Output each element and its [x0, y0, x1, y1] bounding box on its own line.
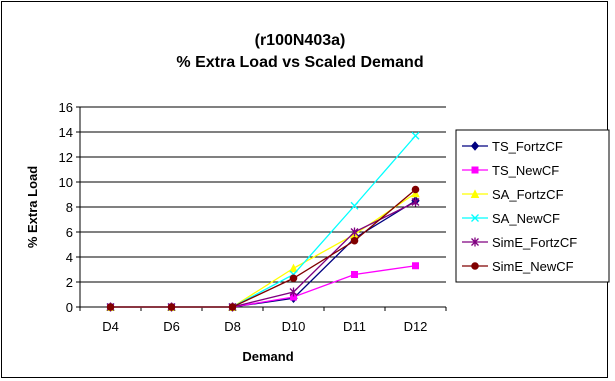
series-line [110, 265, 416, 308]
y-tick-label: 10 [59, 175, 73, 190]
y-tick-label: 2 [66, 275, 73, 290]
series-line [110, 135, 416, 308]
data-point [350, 201, 359, 210]
data-point [350, 227, 359, 237]
data-point [471, 262, 479, 270]
data-point [412, 262, 419, 270]
data-point [289, 287, 298, 297]
legend: TS_FortzCF TS_NewCF SA_FortzCF SA_NewCF SimE… [455, 129, 610, 283]
legend-label: SA_FortzCF [492, 187, 564, 202]
y-tick-label: 14 [59, 125, 73, 140]
data-point [228, 303, 237, 311]
data-point [106, 303, 115, 311]
y-axis-title: % Extra Load [25, 166, 40, 248]
data-point [351, 271, 358, 278]
legend-label: SimE_FortzCF [492, 235, 577, 250]
y-tick-label: 12 [59, 150, 73, 165]
data-point [471, 166, 479, 174]
x-tick-label: D8 [224, 319, 241, 334]
legend-label: TS_NewCF [492, 163, 559, 178]
y-tick-label: 16 [59, 100, 73, 115]
legend-label: SimE_NewCF [492, 259, 574, 274]
x-tick-label: D11 [343, 319, 366, 334]
y-tick-label: 8 [66, 200, 73, 215]
data-point [350, 236, 359, 245]
x-tick-label: D4 [102, 319, 119, 334]
y-tick-label: 4 [66, 250, 73, 265]
x-axis-title: Demand [242, 349, 293, 364]
data-point [289, 263, 298, 273]
data-point [411, 185, 420, 194]
chart-title: (r100N403a) [255, 32, 346, 49]
data-point [470, 189, 480, 198]
y-tick-label: 6 [66, 225, 73, 240]
legend-box [455, 129, 610, 283]
legend-label: TS_FortzCF [492, 139, 563, 154]
chart-subtitle: % Extra Load vs Scaled Demand [176, 54, 423, 71]
data-point [411, 131, 420, 140]
plot-area: 0 2 4 6 8 10 12 14 16 D4 D6 D8 D10 D11 D12 [59, 100, 447, 334]
x-tick-label: D12 [404, 319, 428, 334]
legend-label: SA_NewCF [492, 211, 560, 226]
data-point [471, 237, 479, 247]
x-tick-label: D6 [163, 319, 180, 334]
data-point [289, 274, 298, 283]
series-line [110, 192, 416, 308]
data-point [471, 214, 479, 222]
data-point [470, 141, 480, 151]
y-tick-label: 0 [66, 300, 73, 315]
data-point [411, 197, 420, 207]
series-line [110, 189, 416, 308]
x-tick-label: D10 [282, 319, 306, 334]
data-point [167, 303, 176, 311]
